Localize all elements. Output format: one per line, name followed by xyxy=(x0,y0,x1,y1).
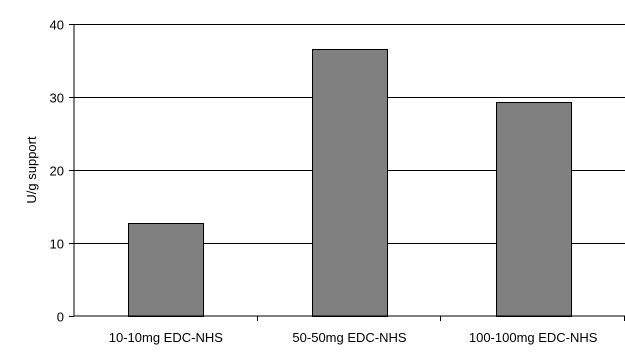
bar xyxy=(496,102,572,317)
ticks: 0 10 20 30 40 10-10mg EDC-NHS 50-50mg EDC-NHS 1… xyxy=(50,18,625,345)
y-tick-label: 20 xyxy=(50,164,64,179)
bar xyxy=(312,49,388,317)
x-category-label: 50-50mg EDC-NHS xyxy=(292,330,406,345)
bar xyxy=(128,223,204,317)
x-category-label: 100-100mg EDC-NHS xyxy=(469,330,598,345)
y-tick-label: 0 xyxy=(57,310,64,325)
y-tick-label: 30 xyxy=(50,91,64,106)
bars xyxy=(128,49,572,317)
y-tick-label: 10 xyxy=(50,237,64,252)
y-tick-label: 40 xyxy=(50,18,64,33)
y-axis-label: U/g support xyxy=(24,136,39,204)
x-category-label: 10-10mg EDC-NHS xyxy=(109,330,223,345)
